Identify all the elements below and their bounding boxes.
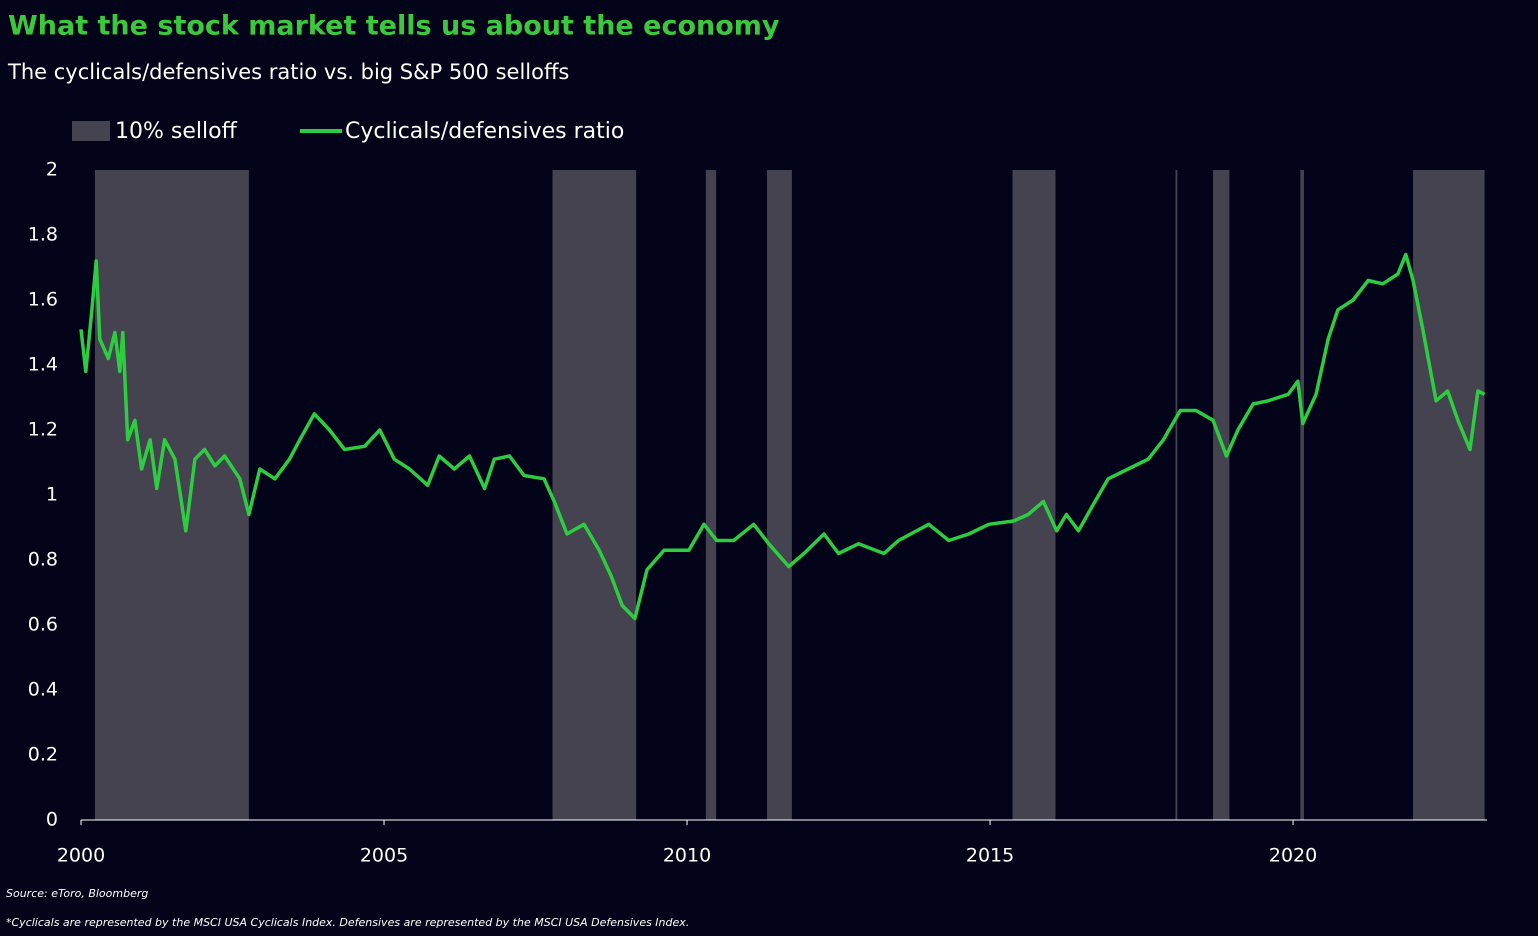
selloff-band xyxy=(1413,170,1485,820)
y-tick-label: 0.8 xyxy=(28,549,58,571)
y-tick-label: 1 xyxy=(46,484,58,506)
x-tick-label: 2015 xyxy=(966,845,1014,867)
y-tick-label: 1.6 xyxy=(28,289,58,311)
y-tick-label: 0.4 xyxy=(28,679,58,701)
selloff-band xyxy=(94,170,249,820)
legend-label: 10% selloff xyxy=(115,119,238,144)
selloff-band xyxy=(1213,170,1230,820)
y-tick-label: 1.8 xyxy=(28,224,58,246)
legend-swatch xyxy=(72,121,110,141)
ratio-line xyxy=(79,252,1486,621)
chart-subtitle: The cyclicals/defensives ratio vs. big S… xyxy=(7,60,569,84)
selloff-band xyxy=(767,170,792,820)
selloff-band xyxy=(1300,170,1304,820)
selloff-band xyxy=(1012,170,1056,820)
x-tick-label: 2010 xyxy=(663,845,711,867)
y-tick-label: 0.2 xyxy=(28,744,58,766)
y-tick-label: 0 xyxy=(46,809,58,831)
x-tick-label: 2000 xyxy=(57,845,105,867)
y-tick-label: 1.2 xyxy=(28,419,58,441)
source-note: Source: eToro, Bloomberg xyxy=(6,887,148,900)
y-tick-label: 0.6 xyxy=(28,614,58,636)
x-tick-label: 2020 xyxy=(1269,845,1317,867)
legend-label: Cyclicals/defensives ratio xyxy=(345,119,624,144)
chart-title: What the stock market tells us about the… xyxy=(8,11,780,42)
selloff-band xyxy=(552,170,637,820)
footnote: *Cyclicals are represented by the MSCI U… xyxy=(6,916,689,929)
x-tick-label: 2005 xyxy=(360,845,408,867)
selloff-band xyxy=(1175,170,1178,820)
selloff-band xyxy=(705,170,717,820)
y-tick-label: 1.4 xyxy=(28,354,58,376)
y-tick-label: 2 xyxy=(46,159,58,181)
